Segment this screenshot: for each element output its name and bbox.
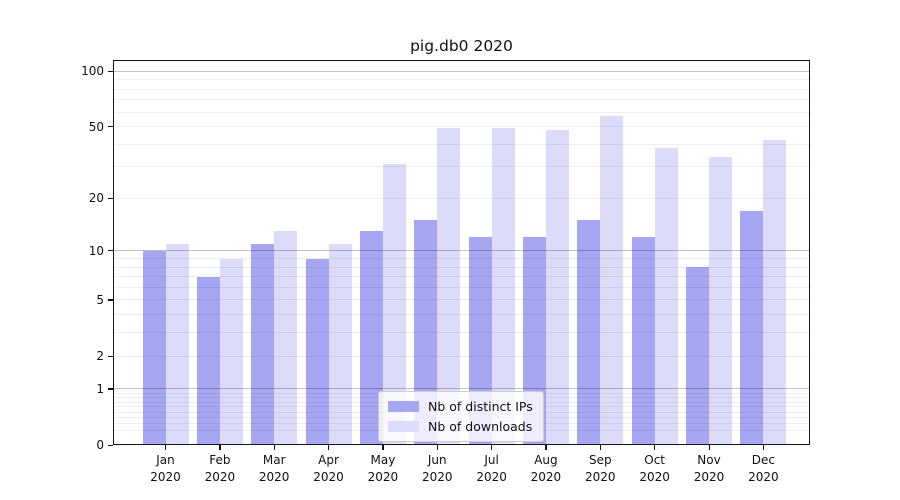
y-tick-label: 20 <box>88 191 104 206</box>
y-tick-label: 50 <box>88 119 104 134</box>
bar-nb-of-distinct-ips-sep-2020 <box>577 220 601 445</box>
x-tick-mark <box>382 445 384 450</box>
bar-nb-of-distinct-ips-nov-2020 <box>686 267 709 445</box>
bar-nb-of-downloads-jun-2020 <box>437 128 461 445</box>
legend-label: Nb of distinct IPs <box>428 399 533 414</box>
x-tick-mark <box>436 445 438 450</box>
bar-nb-of-distinct-ips-jun-2020 <box>414 220 438 445</box>
x-tick-mark <box>219 445 221 450</box>
x-tick-label: Sep 2020 <box>585 453 616 484</box>
bar-nb-of-downloads-dec-2020 <box>763 140 787 445</box>
x-tick-label: Apr 2020 <box>313 453 344 484</box>
plot-area: Nb of distinct IPs Nb of downloads <box>113 60 810 445</box>
bar-nb-of-distinct-ips-oct-2020 <box>631 237 655 445</box>
bar-nb-of-downloads-aug-2020 <box>545 129 569 445</box>
legend-label: Nb of downloads <box>428 419 533 434</box>
legend-swatch-nb-of-downloads <box>388 421 419 432</box>
x-tick-label: Feb 2020 <box>204 453 236 484</box>
bar-nb-of-distinct-ips-dec-2020 <box>740 210 764 445</box>
bar-nb-of-downloads-jul-2020 <box>491 128 515 445</box>
y-tick-mark <box>108 355 113 357</box>
chart-title: pig.db0 2020 <box>410 37 513 55</box>
x-tick-label: Aug 2020 <box>530 453 562 484</box>
y-tick-mark <box>108 70 113 72</box>
x-tick-mark <box>545 445 547 450</box>
x-tick-mark <box>708 445 710 450</box>
legend-swatch-nb-of-distinct-ips <box>388 401 419 412</box>
x-tick-label: Oct 2020 <box>639 453 670 484</box>
bar-nb-of-downloads-oct-2020 <box>654 148 678 445</box>
y-tick-label: 5 <box>96 292 104 307</box>
legend: Nb of distinct IPs Nb of downloads <box>378 391 544 442</box>
bars-layer <box>113 60 810 445</box>
legend-item-nb-of-distinct-ips: Nb of distinct IPs <box>388 399 533 414</box>
bar-nb-of-distinct-ips-may-2020 <box>359 231 383 445</box>
x-tick-label: May 2020 <box>367 453 399 484</box>
bar-nb-of-distinct-ips-mar-2020 <box>251 243 275 445</box>
x-tick-mark <box>273 445 275 450</box>
y-tick-label: 2 <box>96 349 104 364</box>
y-tick-mark <box>108 299 113 301</box>
x-tick-label: Jul 2020 <box>476 453 507 484</box>
bar-nb-of-downloads-jan-2020 <box>165 243 189 445</box>
x-tick-mark <box>328 445 330 450</box>
y-tick-mark <box>108 197 113 200</box>
x-tick-mark <box>491 445 493 450</box>
y-tick-label: 100 <box>81 64 104 79</box>
x-tick-label: Dec 2020 <box>748 453 779 484</box>
bar-nb-of-distinct-ips-jan-2020 <box>142 250 166 445</box>
x-tick-label: Jan 2020 <box>150 453 181 484</box>
y-tick-label: 10 <box>88 243 104 258</box>
bar-nb-of-distinct-ips-apr-2020 <box>305 258 329 445</box>
bar-nb-of-distinct-ips-feb-2020 <box>196 276 220 445</box>
x-tick-mark <box>654 445 656 450</box>
y-tick-label: 0 <box>96 438 104 452</box>
bar-nb-of-downloads-mar-2020 <box>274 231 298 445</box>
y-tick-mark <box>108 250 113 252</box>
y-tick-mark <box>108 388 113 390</box>
y-tick-mark <box>108 444 113 446</box>
x-tick-label: Mar 2020 <box>258 453 290 484</box>
bar-nb-of-downloads-apr-2020 <box>328 243 352 445</box>
x-tick-mark <box>165 445 167 450</box>
bar-nb-of-downloads-feb-2020 <box>219 258 243 445</box>
x-tick-mark <box>762 445 765 450</box>
bar-nb-of-downloads-may-2020 <box>382 164 406 445</box>
legend-item-nb-of-downloads: Nb of downloads <box>388 419 533 434</box>
x-tick-label: Nov 2020 <box>693 453 725 484</box>
y-tick-label: 1 <box>96 381 104 396</box>
x-tick-mark <box>599 445 601 450</box>
y-tick-mark <box>108 126 113 128</box>
x-tick-label: Jun 2020 <box>421 453 453 484</box>
bar-nb-of-downloads-sep-2020 <box>600 116 624 445</box>
bar-nb-of-downloads-nov-2020 <box>709 157 732 445</box>
